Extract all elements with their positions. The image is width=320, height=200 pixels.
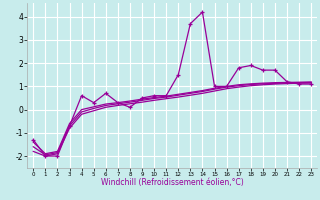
X-axis label: Windchill (Refroidissement éolien,°C): Windchill (Refroidissement éolien,°C) [101,178,244,187]
